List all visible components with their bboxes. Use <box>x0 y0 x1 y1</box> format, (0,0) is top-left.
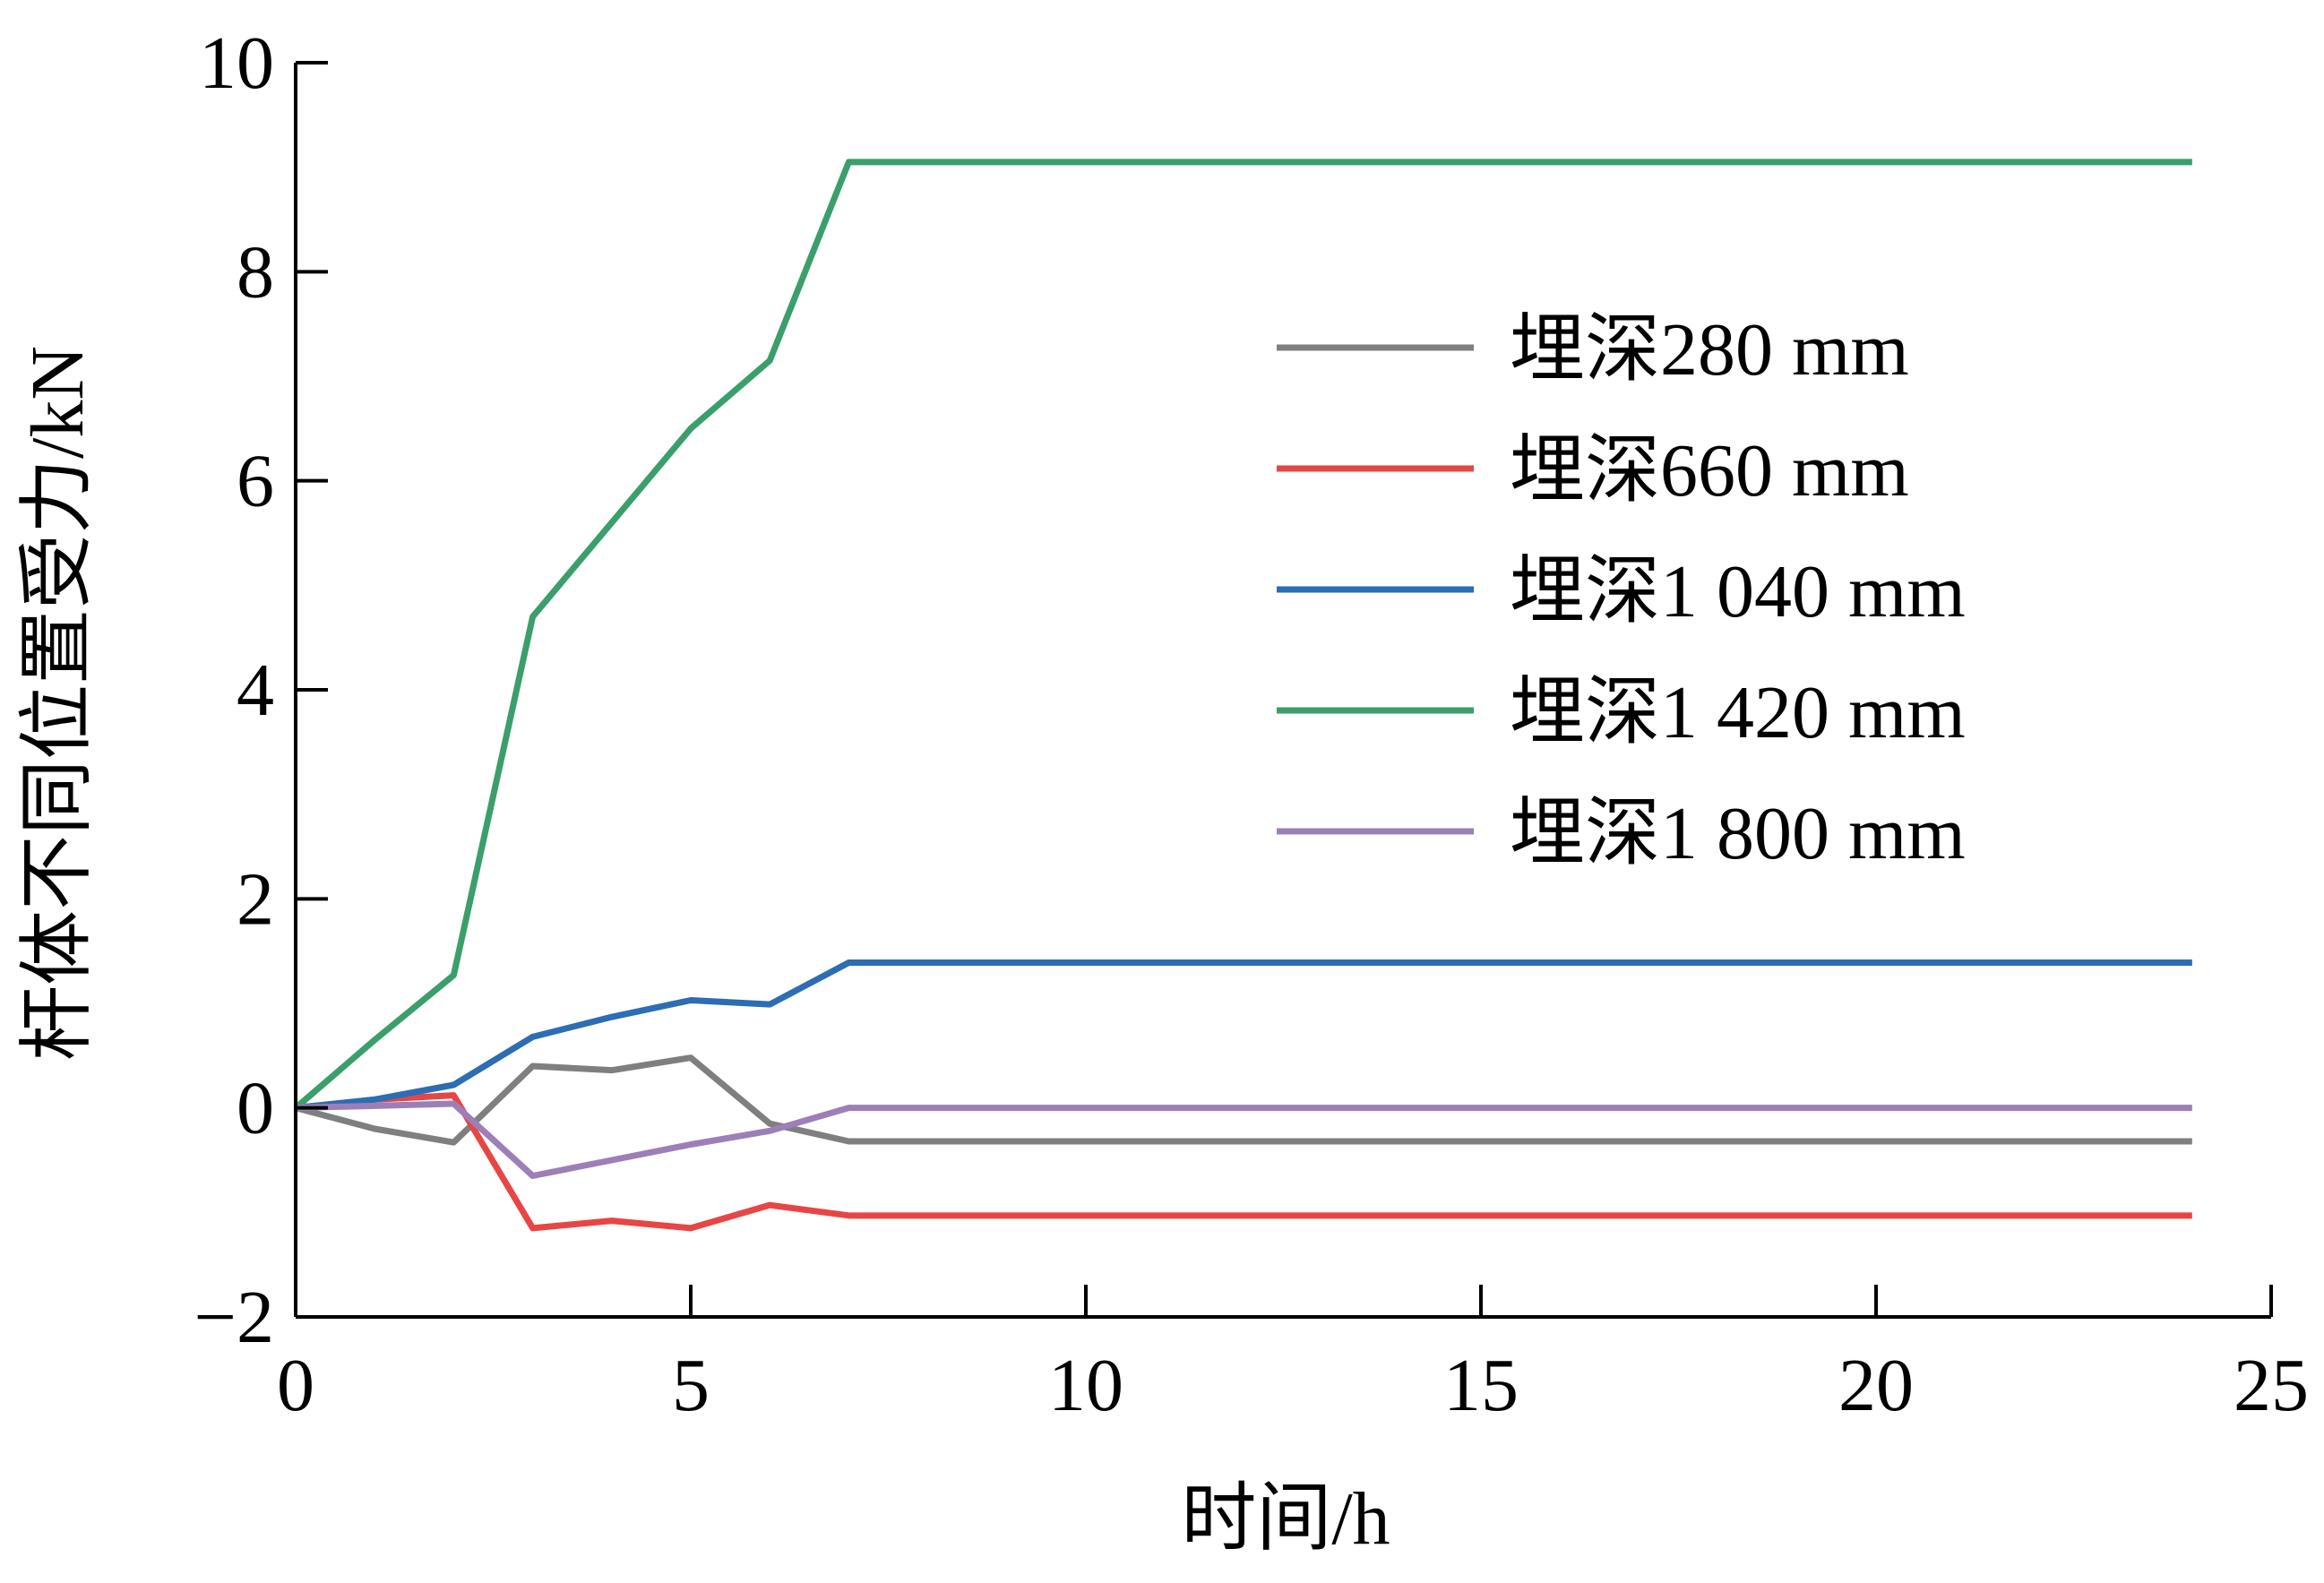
series-line <box>293 159 2192 1111</box>
y-tick-label: −2 <box>194 1276 274 1359</box>
series-line <box>295 1092 2192 1232</box>
series-lines <box>293 159 2192 1232</box>
y-tick-label: 8 <box>237 230 274 314</box>
x-tick-label: 10 <box>1048 1344 1123 1427</box>
x-tick-label: 5 <box>672 1344 710 1427</box>
axes <box>294 63 2271 1319</box>
series-line <box>295 1054 2192 1146</box>
legend-label: 埋深1 800 mm <box>1510 792 1966 875</box>
x-tick-label: 0 <box>277 1344 314 1427</box>
legend: 埋深280 mm 埋深660 mm 埋深1 040 mm 埋深1 420 mm 埋深1 … <box>1277 308 1966 875</box>
y-tick-label: 2 <box>237 857 274 941</box>
legend-label: 埋深280 mm <box>1510 308 1909 391</box>
series-line <box>295 1100 2192 1179</box>
series-line <box>295 959 2192 1112</box>
y-tick-label: 0 <box>237 1067 274 1150</box>
tick-marks <box>294 61 2273 1319</box>
x-tick-label: 25 <box>2234 1344 2309 1427</box>
legend-label: 埋深660 mm <box>1510 429 1909 512</box>
x-tick-label: 15 <box>1443 1344 1519 1427</box>
legend-label: 埋深1 040 mm <box>1510 550 1966 633</box>
legend-label: 埋深1 420 mm <box>1510 671 1966 754</box>
x-axis-label: 时间/h <box>1181 1477 1390 1561</box>
x-tick-label: 20 <box>1838 1344 1914 1427</box>
y-axis-label: 杆体不同位置受力/kN <box>16 346 99 1061</box>
y-tick-label: 4 <box>237 649 274 732</box>
y-tick-label: 10 <box>199 22 274 105</box>
y-tick-label: 6 <box>237 440 274 523</box>
